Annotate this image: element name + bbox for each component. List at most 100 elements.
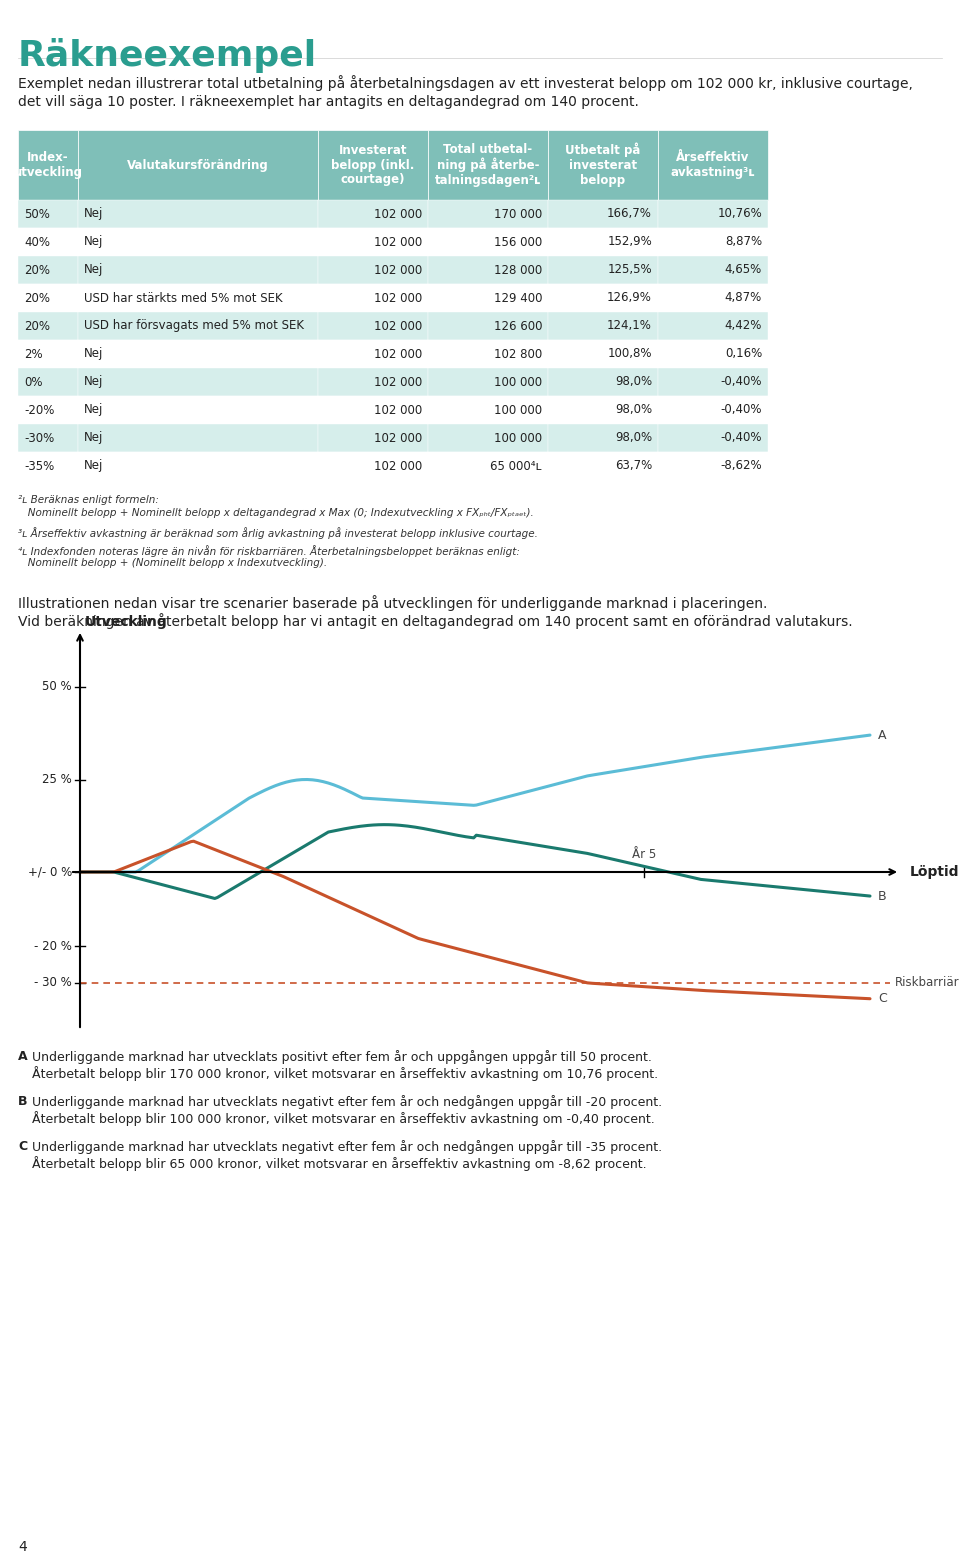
- Text: 50%: 50%: [24, 208, 50, 220]
- Bar: [78, 424, 318, 452]
- Text: - 20 %: - 20 %: [35, 939, 72, 952]
- Bar: [318, 452, 428, 480]
- Text: 2%: 2%: [24, 347, 42, 361]
- Bar: [658, 256, 768, 284]
- Text: -35%: -35%: [24, 460, 55, 472]
- Text: -20%: -20%: [24, 403, 55, 416]
- Text: 4,65%: 4,65%: [725, 264, 762, 277]
- Text: Nominellt belopp + (Nominellt belopp x Indexutveckling).: Nominellt belopp + (Nominellt belopp x I…: [18, 558, 327, 567]
- Bar: [658, 200, 768, 228]
- Bar: [658, 395, 768, 424]
- Text: A: A: [18, 1050, 28, 1063]
- Bar: [318, 395, 428, 424]
- Text: 102 000: 102 000: [373, 431, 422, 444]
- Bar: [658, 313, 768, 341]
- Text: 129 400: 129 400: [493, 292, 542, 305]
- Text: +/- 0 %: +/- 0 %: [28, 866, 72, 878]
- Text: - 30 %: - 30 %: [35, 977, 72, 989]
- Bar: [428, 200, 548, 228]
- Bar: [428, 367, 548, 395]
- Text: 100 000: 100 000: [493, 403, 542, 416]
- Text: 102 800: 102 800: [493, 347, 542, 361]
- Bar: [428, 452, 548, 480]
- Text: Återbetalt belopp blir 170 000 kronor, vilket motsvarar en årseffektiv avkastnin: Återbetalt belopp blir 170 000 kronor, v…: [32, 1066, 659, 1082]
- Text: 170 000: 170 000: [493, 208, 542, 220]
- Bar: [18, 452, 78, 480]
- Bar: [548, 395, 658, 424]
- Text: 20%: 20%: [24, 264, 50, 277]
- Text: 102 000: 102 000: [373, 375, 422, 389]
- Text: Utveckling: Utveckling: [85, 614, 168, 628]
- Bar: [658, 367, 768, 395]
- Bar: [428, 256, 548, 284]
- Bar: [18, 367, 78, 395]
- Text: -0,40%: -0,40%: [721, 403, 762, 416]
- Bar: [18, 424, 78, 452]
- Text: Löptid: Löptid: [910, 864, 959, 878]
- Text: Nej: Nej: [84, 208, 104, 220]
- Text: Exemplet nedan illustrerar total utbetalning på återbetalningsdagen av ett inves: Exemplet nedan illustrerar total utbetal…: [18, 75, 913, 91]
- Text: 128 000: 128 000: [493, 264, 542, 277]
- Bar: [318, 367, 428, 395]
- Bar: [658, 424, 768, 452]
- Text: 126,9%: 126,9%: [607, 292, 652, 305]
- Text: 0%: 0%: [24, 375, 42, 389]
- Text: 65 000⁴ʟ: 65 000⁴ʟ: [491, 460, 542, 472]
- Bar: [428, 341, 548, 367]
- Text: 152,9%: 152,9%: [608, 236, 652, 249]
- Bar: [78, 228, 318, 256]
- Bar: [428, 130, 548, 200]
- Text: 50 %: 50 %: [42, 680, 72, 694]
- Text: 10,76%: 10,76%: [717, 208, 762, 220]
- Bar: [548, 452, 658, 480]
- Text: USD har stärkts med 5% mot SEK: USD har stärkts med 5% mot SEK: [84, 292, 282, 305]
- Text: ²ʟ Beräknas enligt formeln:: ²ʟ Beräknas enligt formeln:: [18, 495, 158, 505]
- Text: Index-
utveckling: Index- utveckling: [13, 152, 83, 180]
- Text: 125,5%: 125,5%: [608, 264, 652, 277]
- Bar: [548, 424, 658, 452]
- Bar: [548, 284, 658, 313]
- Bar: [18, 313, 78, 341]
- Text: -0,40%: -0,40%: [721, 431, 762, 444]
- Text: Nej: Nej: [84, 264, 104, 277]
- Text: A: A: [878, 728, 886, 741]
- Text: Valutakursförändring: Valutakursförändring: [127, 158, 269, 172]
- Text: Återbetalt belopp blir 65 000 kronor, vilket motsvarar en årseffektiv avkastning: Återbetalt belopp blir 65 000 kronor, vi…: [32, 1157, 647, 1171]
- Bar: [548, 341, 658, 367]
- Bar: [78, 200, 318, 228]
- Text: C: C: [18, 1139, 27, 1153]
- Text: Underliggande marknad har utvecklats negativt efter fem år och nedgången uppgår : Underliggande marknad har utvecklats neg…: [32, 1139, 662, 1153]
- Text: Illustrationen nedan visar tre scenarier baserade på utvecklingen för underligga: Illustrationen nedan visar tre scenarier…: [18, 596, 767, 611]
- Bar: [658, 130, 768, 200]
- Text: 40%: 40%: [24, 236, 50, 249]
- Bar: [548, 200, 658, 228]
- Text: 98,0%: 98,0%: [614, 431, 652, 444]
- Bar: [78, 341, 318, 367]
- Bar: [18, 395, 78, 424]
- Text: B: B: [18, 1096, 28, 1108]
- Text: Nej: Nej: [84, 431, 104, 444]
- Bar: [78, 452, 318, 480]
- Text: 63,7%: 63,7%: [614, 460, 652, 472]
- Bar: [318, 284, 428, 313]
- Bar: [18, 341, 78, 367]
- Text: det vill säga 10 poster. I räkneexemplet har antagits en deltagandegrad om 140 p: det vill säga 10 poster. I räkneexemplet…: [18, 95, 638, 109]
- Bar: [318, 341, 428, 367]
- Bar: [318, 228, 428, 256]
- Bar: [428, 284, 548, 313]
- Bar: [658, 452, 768, 480]
- Text: 102 000: 102 000: [373, 208, 422, 220]
- Text: Nej: Nej: [84, 403, 104, 416]
- Text: Vid beräkningen av återbetalt belopp har vi antagit en deltagandegrad om 140 pro: Vid beräkningen av återbetalt belopp har…: [18, 613, 852, 628]
- Text: Underliggande marknad har utvecklats negativt efter fem år och nedgången uppgår : Underliggande marknad har utvecklats neg…: [32, 1096, 662, 1110]
- Bar: [78, 130, 318, 200]
- Text: 98,0%: 98,0%: [614, 375, 652, 389]
- Text: 156 000: 156 000: [493, 236, 542, 249]
- Text: Riskbarriär: Riskbarriär: [895, 977, 960, 989]
- Bar: [78, 367, 318, 395]
- Text: 166,7%: 166,7%: [607, 208, 652, 220]
- Text: -30%: -30%: [24, 431, 55, 444]
- Bar: [18, 256, 78, 284]
- Bar: [18, 284, 78, 313]
- Text: 102 000: 102 000: [373, 319, 422, 333]
